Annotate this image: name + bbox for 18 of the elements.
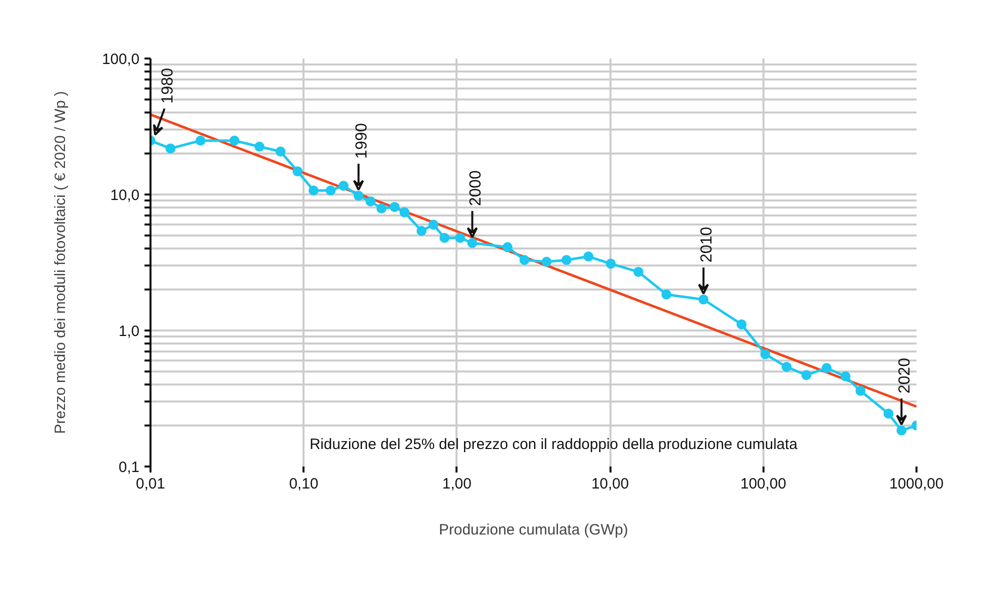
x-tick-label: 100,00	[740, 476, 786, 492]
x-axis-title: Produzione cumulata (GWp)	[438, 522, 628, 538]
x-tick-label: 0,10	[289, 476, 318, 492]
y-tick-label: 0,1	[118, 459, 140, 476]
annotation: 1990	[354, 123, 371, 159]
annotation: 2000	[467, 170, 484, 206]
x-tick-label: 1000,00	[889, 476, 944, 492]
y-tick-label: 10,0	[110, 187, 140, 204]
x-tick-label: 0,01	[136, 476, 166, 492]
annotation: 2010	[698, 226, 716, 263]
annotation: 2020	[896, 358, 914, 394]
annotation: Riduzione del 25% del prezzo con il raddoppio della produzione cumulata	[310, 436, 798, 453]
y-tick-label: 100,0	[102, 51, 140, 68]
y-tick-label: 1,0	[118, 323, 140, 340]
annotation: 1980	[160, 68, 176, 104]
x-tick-label: 1,00	[442, 476, 472, 492]
x-tick-label: 10,00	[591, 476, 629, 492]
y-axis-title: Prezzo medio dei moduli fotovoltaici ( € 2020 / Wp )	[52, 91, 69, 434]
